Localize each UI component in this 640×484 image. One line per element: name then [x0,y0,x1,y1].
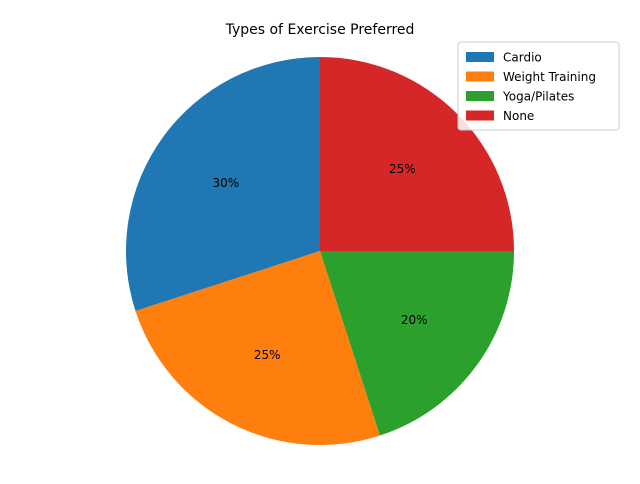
pie-slices [126,57,514,445]
pie-data-label-weight-training: 25% [254,348,281,362]
pie-data-labels: 30% 25% 20% 25% [212,162,427,362]
pie-slice-weight-training [135,251,380,445]
legend-swatch-none [466,110,494,121]
chart-title: Types of Exercise Preferred [225,22,415,38]
legend-label-cardio: Cardio [503,51,542,65]
legend-swatch-weight-training [466,71,494,82]
pie-data-label-cardio: 30% [212,176,239,190]
legend-frame [457,41,620,131]
pie-slice-none [320,57,514,251]
legend-swatch-yoga-pilates [466,91,494,101]
pie-data-label-none: 25% [389,162,416,176]
pie-slice-yoga-pilates [320,251,514,436]
legend-label-none: None [503,109,534,123]
legend-label-weight-training: Weight Training [503,70,596,84]
legend-swatch-cardio [466,52,494,62]
chart-legend: Cardio Weight Training Yoga/Pilates None [457,41,620,131]
pie-slice-cardio [126,57,320,311]
pie-data-label-yoga-pilates: 20% [401,313,428,327]
legend-label-yoga-pilates: Yoga/Pilates [502,90,574,104]
